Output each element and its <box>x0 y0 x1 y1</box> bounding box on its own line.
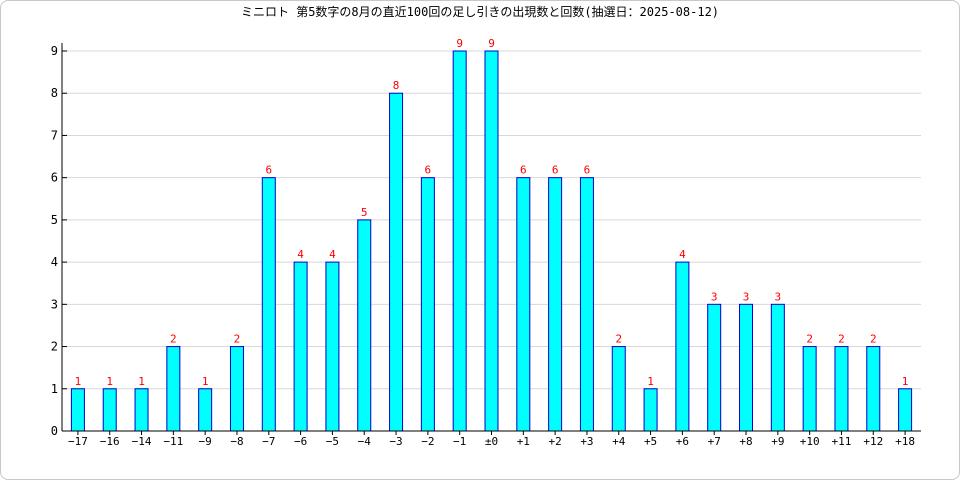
data-label: 2 <box>806 333 813 346</box>
data-label: 4 <box>679 248 686 261</box>
data-label: 1 <box>75 375 82 388</box>
y-tick-label: 7 <box>51 128 58 142</box>
bar <box>420 177 435 432</box>
data-label: 2 <box>838 333 845 346</box>
x-tick-label: +11 <box>832 435 852 448</box>
x-tick-label: +18 <box>895 435 915 448</box>
x-tick-label: −9 <box>199 435 212 448</box>
x-tick-label: +10 <box>800 435 820 448</box>
y-tick-label: 0 <box>51 424 58 438</box>
data-label: 1 <box>202 375 209 388</box>
y-tick-label: 3 <box>51 297 58 311</box>
x-tick-label: +2 <box>549 435 562 448</box>
bar <box>707 303 722 432</box>
bar <box>548 177 563 432</box>
bar <box>770 303 785 432</box>
data-label: 6 <box>520 164 527 177</box>
x-tick-label: ±0 <box>485 435 498 448</box>
data-label: 4 <box>297 248 304 261</box>
x-axis-ticks: −17 −16 −14 −11 −9 −8 −7 −6 −5 −4 −3 −2 −1 ±0 +1 +2 +3 +4… <box>68 431 915 448</box>
data-label: 2 <box>170 333 177 346</box>
y-tick-label: 4 <box>51 255 58 269</box>
data-label: 9 <box>456 37 463 50</box>
data-label: 8 <box>393 79 400 92</box>
x-tick-label: −8 <box>230 435 243 448</box>
data-label: 2 <box>870 333 877 346</box>
x-tick-label: +4 <box>612 435 626 448</box>
data-label: 6 <box>552 164 559 177</box>
bar <box>229 346 244 432</box>
bar <box>898 388 913 432</box>
y-tick-label: 9 <box>51 44 58 58</box>
data-label: 1 <box>138 375 145 388</box>
bar <box>325 261 340 432</box>
bar <box>579 177 594 432</box>
bar <box>102 388 117 432</box>
y-tick-label: 5 <box>51 213 58 227</box>
bar <box>611 346 626 432</box>
bar <box>261 177 276 432</box>
bar <box>389 92 404 432</box>
x-tick-label: −11 <box>163 435 183 448</box>
bar <box>452 50 467 432</box>
data-labels: 1 1 1 2 1 2 6 4 4 5 8 6 9 9 6 6 6 2 1 4 3 3 3 2 2 2 1 <box>75 37 909 388</box>
data-label: 3 <box>711 290 718 303</box>
data-label: 2 <box>615 333 622 346</box>
y-tick-label: 6 <box>51 171 58 185</box>
x-tick-label: +6 <box>676 435 689 448</box>
x-tick-label: +9 <box>771 435 784 448</box>
bar <box>834 346 849 432</box>
x-tick-label: −3 <box>389 435 402 448</box>
x-tick-label: −4 <box>358 435 372 448</box>
data-label: 9 <box>488 37 495 50</box>
data-label: 5 <box>361 206 368 219</box>
bar <box>643 388 658 432</box>
x-tick-label: +8 <box>739 435 752 448</box>
bar <box>516 177 531 432</box>
x-tick-label: +3 <box>580 435 593 448</box>
bar-series <box>70 50 913 432</box>
data-label: 6 <box>425 164 432 177</box>
bar <box>802 346 817 432</box>
x-tick-label: −5 <box>326 435 339 448</box>
x-tick-label: +7 <box>708 435 721 448</box>
bar <box>134 388 149 432</box>
data-label: 6 <box>584 164 591 177</box>
bar <box>484 50 499 432</box>
data-label: 1 <box>647 375 654 388</box>
x-tick-label: +1 <box>517 435 530 448</box>
data-label: 6 <box>265 164 272 177</box>
x-tick-label: +12 <box>863 435 883 448</box>
bar <box>293 261 308 432</box>
bar <box>739 303 754 432</box>
x-tick-label: −16 <box>100 435 120 448</box>
chart-title: ミニロト 第5数字の8月の直近100回の足し引きの出現数と回数(抽選日：2025… <box>241 4 719 19</box>
bar <box>866 346 881 432</box>
data-label: 3 <box>743 290 750 303</box>
bar <box>166 346 181 432</box>
x-tick-label: +5 <box>644 435 657 448</box>
x-tick-label: −6 <box>294 435 307 448</box>
data-label: 2 <box>234 333 241 346</box>
y-axis-ticks: 0 1 2 3 4 5 6 7 8 9 <box>51 44 67 438</box>
y-tick-label: 8 <box>51 86 58 100</box>
data-label: 3 <box>775 290 782 303</box>
bar <box>675 261 690 432</box>
data-label: 4 <box>329 248 336 261</box>
x-tick-label: −2 <box>421 435 434 448</box>
x-tick-label: −7 <box>262 435 275 448</box>
bar <box>198 388 213 432</box>
x-tick-label: −14 <box>132 435 152 448</box>
x-tick-label: −17 <box>68 435 88 448</box>
y-tick-label: 2 <box>51 340 58 354</box>
data-label: 1 <box>902 375 909 388</box>
bar <box>70 388 85 432</box>
x-tick-label: −1 <box>453 435 466 448</box>
y-tick-label: 1 <box>51 382 58 396</box>
bar <box>357 219 372 432</box>
data-label: 1 <box>106 375 113 388</box>
